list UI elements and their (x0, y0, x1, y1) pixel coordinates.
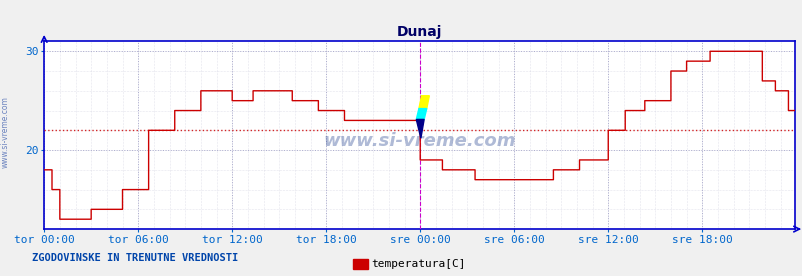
Polygon shape (419, 96, 429, 108)
Polygon shape (415, 108, 426, 120)
Title: Dunaj: Dunaj (396, 25, 442, 39)
Text: temperatura[C]: temperatura[C] (371, 259, 465, 269)
Text: www.si-vreme.com: www.si-vreme.com (323, 132, 515, 150)
Text: www.si-vreme.com: www.si-vreme.com (1, 97, 10, 168)
Text: ZGODOVINSKE IN TRENUTNE VREDNOSTI: ZGODOVINSKE IN TRENUTNE VREDNOSTI (32, 253, 238, 263)
Polygon shape (415, 120, 423, 138)
